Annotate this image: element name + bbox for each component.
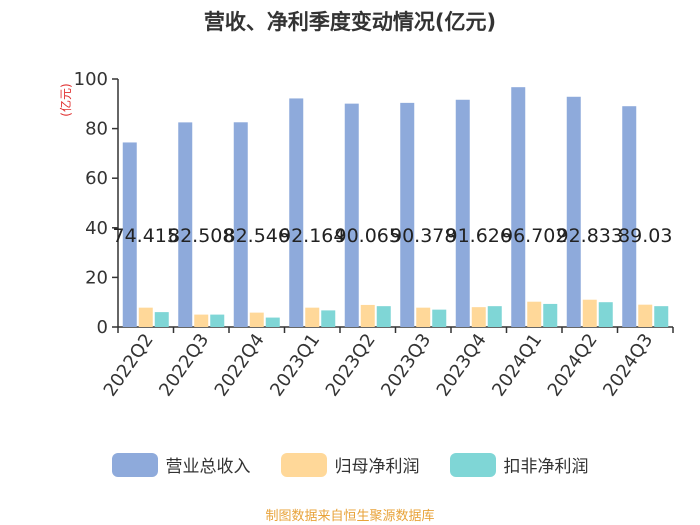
legend-swatch-net-profit (280, 452, 327, 477)
bar-net-profit (527, 301, 542, 327)
legend-item-net-profit[interactable]: 归母净利润 (280, 452, 420, 477)
data-label-revenue: 92.833 (557, 225, 623, 247)
x-tick-label: 2024Q2 (544, 330, 602, 401)
bar-revenue (289, 98, 304, 327)
legend-item-revenue[interactable]: 营业总收入 (111, 452, 251, 477)
bar-net-profit (416, 307, 431, 327)
chart-title: 营收、净利季度变动情况(亿元) (203, 10, 497, 34)
bar-deducted-profit (154, 312, 169, 327)
x-tick-label: 2024Q1 (488, 330, 546, 401)
legend-label-revenue: 营业总收入 (165, 457, 251, 477)
bar-deducted-profit (376, 306, 391, 327)
y-tick-label: 20 (85, 267, 108, 288)
legend-item-deducted-profit[interactable]: 扣非净利润 (449, 452, 589, 477)
x-tick-label: 2023Q1 (266, 330, 324, 401)
bar-net-profit (249, 312, 264, 327)
bar-revenue (178, 122, 193, 327)
data-label-revenue: 89.03 (618, 225, 672, 247)
bar-net-profit (471, 307, 486, 327)
bar-deducted-profit (432, 309, 447, 327)
x-tick-label: 2024Q3 (599, 330, 657, 401)
y-tick-label: 60 (85, 168, 108, 189)
bar-net-profit (138, 307, 153, 327)
bar-revenue (511, 87, 526, 327)
bar-deducted-profit (210, 314, 225, 327)
y-axis-label: (亿元) (58, 83, 73, 116)
bar-deducted-profit (654, 306, 669, 327)
chart-plot: 0 20 40 60 80 100(亿元) 2022Q2 74.415 2022Q3 82.508… (58, 69, 674, 401)
data-label-revenue: 74.415 (113, 225, 179, 247)
bar-net-profit (194, 314, 209, 327)
bar-deducted-profit (598, 302, 613, 327)
y-tick-label: 0 (97, 317, 108, 338)
data-label-revenue: 90.065 (335, 225, 401, 247)
bar-revenue (344, 103, 359, 328)
x-tick-label: 2022Q4 (211, 330, 269, 401)
source-note: 制图数据来自恒生聚源数据库 (265, 509, 435, 524)
bar-deducted-profit (487, 306, 502, 327)
data-label-revenue: 82.508 (168, 225, 234, 247)
x-tick-label: 2023Q2 (322, 330, 380, 401)
legend-label-net-profit: 归母净利润 (334, 457, 420, 477)
y-tick-label: 40 (85, 218, 108, 239)
x-tick-label: 2022Q2 (100, 330, 158, 401)
bar-deducted-profit (543, 303, 558, 327)
bar-revenue (233, 122, 248, 327)
data-label-revenue: 90.378 (390, 225, 456, 247)
data-label-revenue: 96.702 (501, 225, 567, 247)
bar-revenue (455, 99, 470, 327)
bar-deducted-profit (265, 317, 280, 327)
bar-net-profit (582, 299, 597, 327)
bar-net-profit (360, 304, 375, 327)
bar-revenue (566, 96, 581, 327)
bar-revenue (622, 106, 637, 327)
y-tick-label: 80 (85, 119, 108, 140)
data-label-revenue: 82.546 (224, 225, 290, 247)
y-tick-label: 100 (74, 69, 108, 90)
legend-swatch-revenue (111, 452, 158, 477)
x-tick-label: 2023Q4 (433, 330, 491, 401)
legend-swatch-deducted-profit (449, 452, 496, 477)
bar-revenue (122, 142, 137, 327)
bar-revenue (400, 102, 415, 328)
bar-deducted-profit (321, 310, 336, 327)
data-label-revenue: 92.164 (279, 225, 345, 247)
bar-net-profit (638, 304, 653, 327)
data-label-revenue: 91.626 (446, 225, 512, 247)
x-tick-label: 2023Q3 (377, 330, 435, 401)
legend: 营业总收入 归母净利润 扣非净利润 (0, 452, 700, 477)
legend-label-deducted-profit: 扣非净利润 (503, 457, 589, 477)
x-tick-label: 2022Q3 (155, 330, 213, 401)
bar-net-profit (305, 307, 320, 327)
